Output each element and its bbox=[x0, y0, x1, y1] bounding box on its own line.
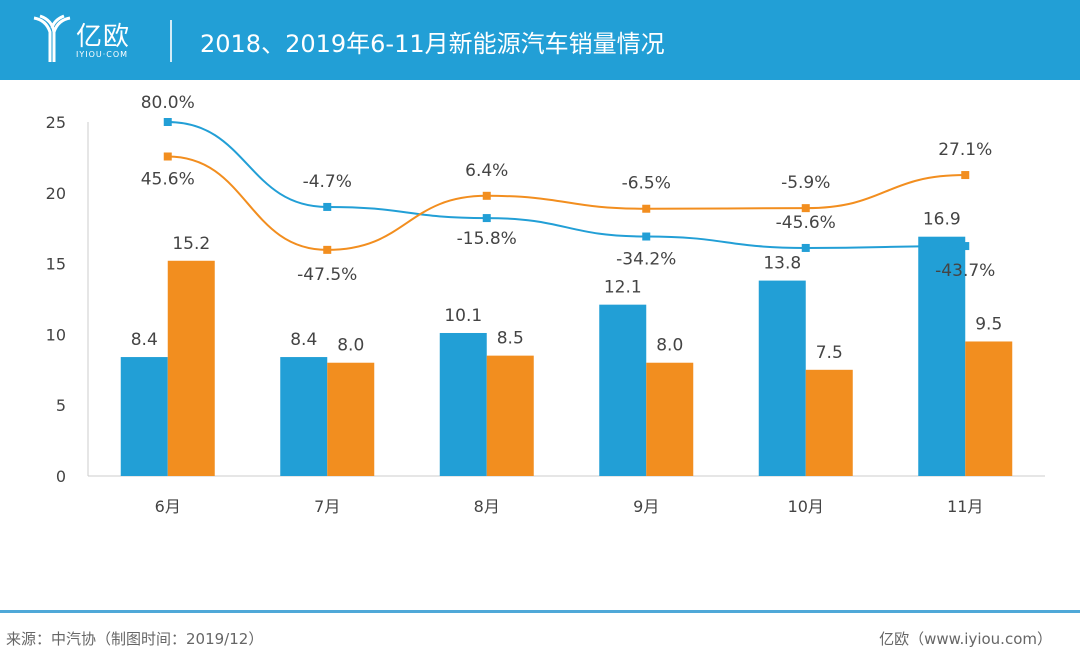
line-data-label: -34.2% bbox=[616, 250, 676, 270]
bar-data-label: 13.8 bbox=[763, 254, 801, 274]
y-tick-label: 25 bbox=[46, 113, 66, 132]
line-data-label: 45.6% bbox=[141, 169, 195, 189]
bar-2019 bbox=[646, 362, 694, 476]
line-data-label: -5.9% bbox=[781, 173, 830, 193]
yoy-marker bbox=[323, 202, 332, 211]
logo-subtext: IYIOU·COM bbox=[76, 50, 129, 59]
bar-data-label: 8.0 bbox=[337, 336, 364, 356]
yoy-marker bbox=[163, 118, 172, 126]
bar-2019 bbox=[805, 369, 853, 476]
yoy-marker bbox=[482, 214, 491, 223]
line-data-label: 27.1% bbox=[938, 140, 992, 160]
x-tick-label: 8月 bbox=[474, 497, 500, 516]
y-tick-label: 5 bbox=[56, 396, 66, 415]
x-tick-label: 10月 bbox=[788, 497, 824, 516]
bar-2019 bbox=[327, 362, 375, 476]
logo-mark-icon bbox=[33, 14, 71, 62]
yoy-marker bbox=[801, 243, 810, 252]
line-data-label: -43.7% bbox=[935, 261, 995, 281]
mom-marker bbox=[482, 191, 491, 200]
y-tick-label: 0 bbox=[56, 467, 66, 486]
bar-2018 bbox=[280, 357, 328, 476]
bar-data-label: 8.4 bbox=[290, 330, 317, 350]
line-data-label: -4.7% bbox=[303, 172, 352, 192]
bar-2018 bbox=[918, 236, 966, 476]
bar-data-label: 8.0 bbox=[656, 336, 683, 356]
bar-data-label: 16.9 bbox=[923, 210, 961, 230]
bar-2018 bbox=[439, 332, 487, 476]
header-bar: 亿欧 IYIOU·COM 2018、2019年6-11月新能源汽车销量情况 bbox=[0, 0, 1080, 80]
bar-data-label: 8.4 bbox=[131, 330, 158, 350]
bar-data-label: 7.5 bbox=[816, 343, 843, 363]
footer-line bbox=[0, 610, 1080, 613]
bar-data-label: 15.2 bbox=[172, 234, 210, 254]
mom-marker bbox=[801, 204, 810, 213]
bar-data-label: 8.5 bbox=[497, 329, 524, 349]
bar-2018 bbox=[758, 280, 806, 476]
bar-data-label: 12.1 bbox=[604, 278, 642, 298]
x-tick-label: 6月 bbox=[155, 497, 181, 516]
line-data-label: -6.5% bbox=[622, 174, 671, 194]
line-data-label: -15.8% bbox=[457, 229, 517, 249]
y-tick-label: 15 bbox=[46, 255, 66, 274]
bar-2019 bbox=[167, 260, 215, 476]
mom-marker bbox=[642, 204, 651, 213]
yoy-marker bbox=[961, 242, 970, 251]
mom-line bbox=[167, 155, 966, 251]
bar-2018 bbox=[120, 357, 168, 476]
y-tick-label: 10 bbox=[46, 325, 66, 344]
bar-2019 bbox=[486, 355, 534, 476]
x-tick-label: 7月 bbox=[314, 497, 340, 516]
x-tick-label: 11月 bbox=[947, 497, 983, 516]
mom-marker bbox=[163, 152, 172, 161]
source-note: 来源：中汽协（制图时间：2019/12） bbox=[6, 630, 264, 648]
iyiou-logo: 亿欧 IYIOU·COM bbox=[32, 14, 142, 64]
mom-marker bbox=[961, 171, 970, 180]
bar-2019 bbox=[965, 341, 1013, 476]
bar-2018 bbox=[599, 304, 647, 476]
credit-note: 亿欧（www.iyiou.com） bbox=[879, 630, 1052, 648]
bar-data-label: 10.1 bbox=[444, 306, 482, 326]
yoy-line bbox=[167, 121, 966, 249]
y-tick-label: 20 bbox=[46, 184, 66, 203]
bar-data-label: 9.5 bbox=[975, 314, 1002, 334]
line-data-label: -47.5% bbox=[297, 265, 357, 285]
line-data-label: 6.4% bbox=[465, 161, 508, 181]
chart: 0 5 10 15 20 25 6月 7月 8月 9月 10月 11月 8.4 8.4 10.1 12.1 13… bbox=[46, 93, 1045, 516]
line-data-label: -45.6% bbox=[776, 213, 836, 233]
chart-title: 2018、2019年6-11月新能源汽车销量情况 bbox=[200, 30, 665, 58]
header-divider bbox=[170, 20, 172, 62]
yoy-marker bbox=[642, 232, 651, 241]
mom-marker bbox=[323, 245, 332, 254]
line-data-label: 80.0% bbox=[141, 93, 195, 113]
logo-text: 亿欧 bbox=[76, 22, 131, 52]
x-tick-label: 9月 bbox=[633, 497, 659, 516]
